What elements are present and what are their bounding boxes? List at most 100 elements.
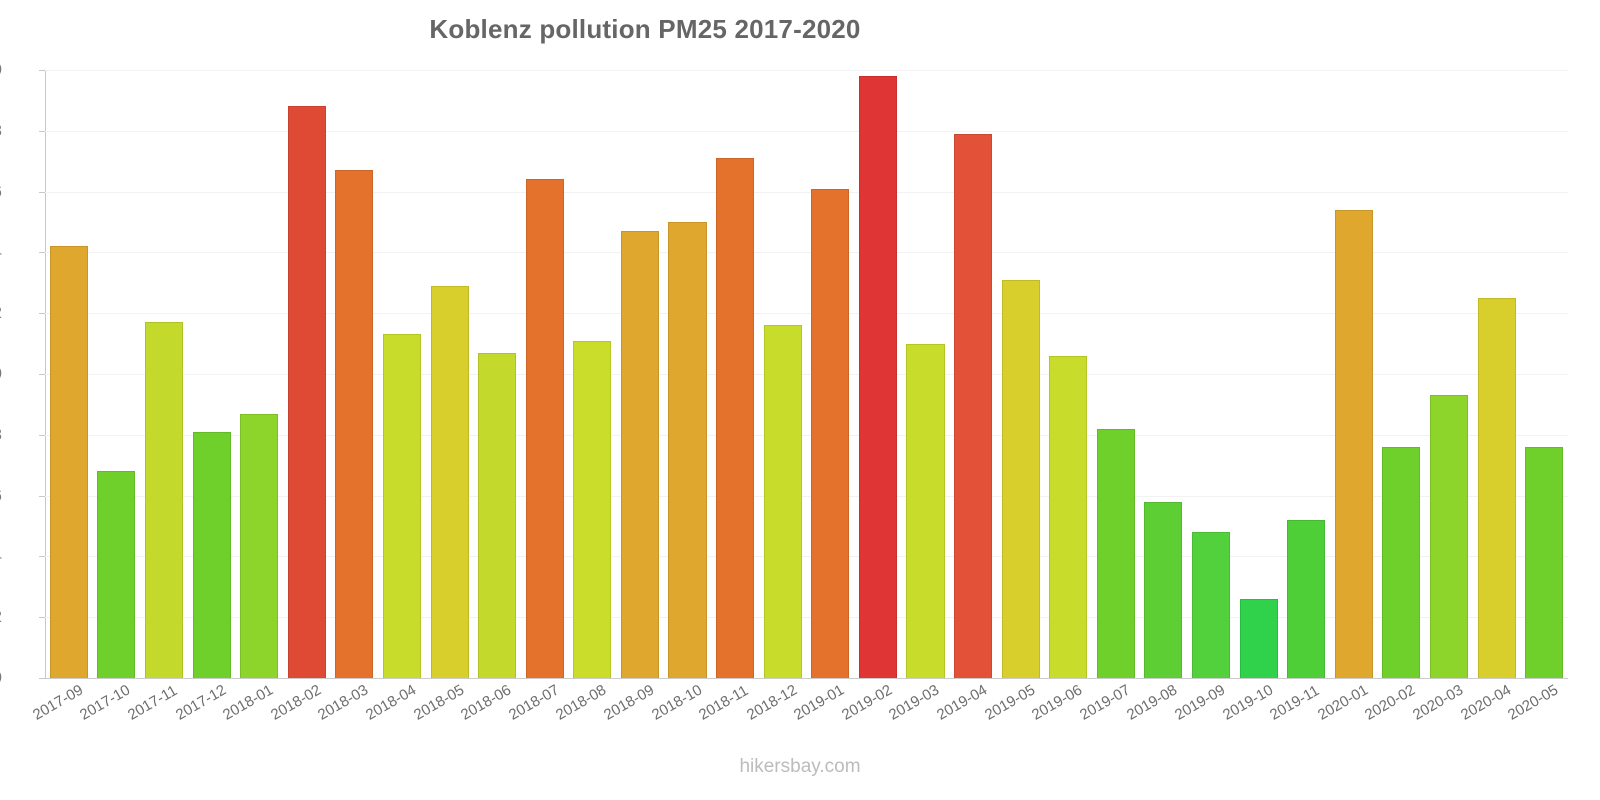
x-tick-label: 2019-04 [934, 681, 991, 724]
gridline-4 [45, 556, 1568, 558]
gridline-6 [45, 495, 1568, 497]
bar[interactable] [49, 246, 88, 678]
bar[interactable] [1334, 209, 1373, 678]
bar[interactable] [1001, 279, 1040, 678]
y-tick-label: 12 [0, 303, 2, 323]
y-tick-label: 6 [0, 486, 2, 506]
gridline-18 [45, 130, 1568, 132]
bar[interactable] [1049, 355, 1088, 678]
bar[interactable] [240, 413, 279, 678]
x-tick-label: 2018-08 [553, 681, 610, 724]
x-tick-label: 2020-05 [1505, 681, 1562, 724]
x-tick-label: 2019-02 [838, 681, 896, 724]
bar[interactable] [1287, 519, 1326, 678]
bar[interactable] [1525, 446, 1564, 678]
y-tick-mark [39, 130, 45, 132]
x-tick-label: 2018-03 [315, 681, 372, 724]
x-tick-label: 2017-10 [77, 681, 134, 724]
bar[interactable] [620, 231, 659, 678]
gridline-16 [45, 191, 1568, 193]
x-tick-label: 2018-07 [505, 681, 562, 724]
bar[interactable] [97, 471, 136, 678]
bar[interactable] [192, 431, 231, 678]
gridline-20 [45, 70, 1568, 71]
bars-group [45, 70, 1568, 678]
x-tick-label: 2018-02 [267, 681, 324, 724]
x-tick-label: 2019-08 [1124, 681, 1181, 724]
bar[interactable] [335, 170, 374, 678]
bar[interactable] [573, 340, 612, 678]
x-tick-label: 2018-06 [458, 681, 515, 724]
x-tick-label: 2018-04 [362, 681, 420, 724]
x-tick-label: 2019-07 [1076, 681, 1134, 724]
x-tick-label: 2020-04 [1457, 681, 1514, 724]
y-tick-mark [39, 70, 45, 71]
bar[interactable] [954, 133, 993, 678]
source-watermark: hikersbay.com [739, 756, 861, 777]
y-tick-label: 10 [0, 364, 2, 384]
y-tick-label: 14 [0, 242, 2, 262]
x-tick-label: 2017-12 [172, 681, 229, 724]
bar[interactable] [763, 325, 802, 678]
y-tick-label: 4 [0, 546, 2, 566]
y-tick-mark [39, 556, 45, 558]
x-tick-label: 2018-01 [220, 681, 277, 724]
x-tick-label: 2020-01 [1314, 681, 1371, 724]
bar[interactable] [1429, 395, 1469, 678]
x-tick-label: 2019-11 [1267, 682, 1323, 724]
bar[interactable] [382, 334, 421, 678]
bar[interactable] [1192, 532, 1231, 678]
y-tick-mark [39, 495, 45, 497]
y-tick-label: 18 [0, 121, 2, 141]
bar[interactable] [478, 352, 517, 678]
x-tick-label: 2019-03 [886, 681, 943, 724]
y-tick-label: 0 [0, 668, 2, 688]
bar[interactable] [1096, 428, 1135, 678]
y-tick-label: 20 [0, 60, 2, 80]
gridline-2 [45, 617, 1568, 619]
x-tick-label: 2018-12 [743, 681, 800, 724]
bar[interactable] [716, 158, 755, 678]
gridline-0 [45, 678, 1568, 679]
bar[interactable] [525, 179, 564, 678]
bar[interactable] [858, 76, 897, 678]
bar[interactable] [906, 343, 945, 678]
bar[interactable] [1239, 598, 1278, 678]
x-tick-label: 2020-03 [1409, 681, 1467, 724]
x-tick-label: 2018-11 [696, 682, 752, 724]
y-tick-label: 16 [0, 182, 2, 202]
y-tick-mark [39, 678, 45, 679]
x-tick-label: 2019-01 [791, 681, 848, 724]
y-tick-mark [39, 313, 45, 315]
y-tick-mark [39, 252, 45, 254]
x-tick-label: 2020-02 [1362, 681, 1419, 724]
y-tick-mark [39, 191, 45, 193]
bar[interactable] [430, 285, 469, 678]
bar[interactable] [287, 106, 326, 678]
bar[interactable] [144, 322, 183, 678]
x-tick-label: 2018-09 [600, 681, 658, 724]
x-tick-label: 2017-09 [29, 681, 86, 724]
y-tick-label: 8 [0, 425, 2, 445]
bar[interactable] [1382, 446, 1421, 678]
x-tick-label: 2018-05 [410, 681, 467, 724]
bar[interactable] [1477, 298, 1516, 678]
bar[interactable] [668, 222, 707, 678]
x-tick-label: 2019-06 [1029, 681, 1086, 724]
gridline-8 [45, 434, 1568, 436]
x-tick-label: 2019-05 [981, 681, 1038, 724]
bar[interactable] [1144, 501, 1183, 678]
y-tick-mark [39, 434, 45, 436]
y-tick-mark [39, 617, 45, 619]
x-tick-label: 2018-10 [648, 681, 705, 724]
x-tick-label: 2019-09 [1172, 681, 1229, 724]
y-tick-mark [39, 374, 45, 375]
y-tick-label: 2 [0, 607, 2, 627]
x-tick-label: 2017-11 [124, 682, 181, 724]
gridline-10 [45, 374, 1568, 375]
plot-area: 0 2 4 6 8 10 12 14 16 18 20 [0, 60, 1568, 687]
gridline-12 [45, 313, 1568, 315]
chart-title: Koblenz pollution PM25 2017-2020 [429, 14, 861, 44]
bar[interactable] [811, 188, 850, 678]
